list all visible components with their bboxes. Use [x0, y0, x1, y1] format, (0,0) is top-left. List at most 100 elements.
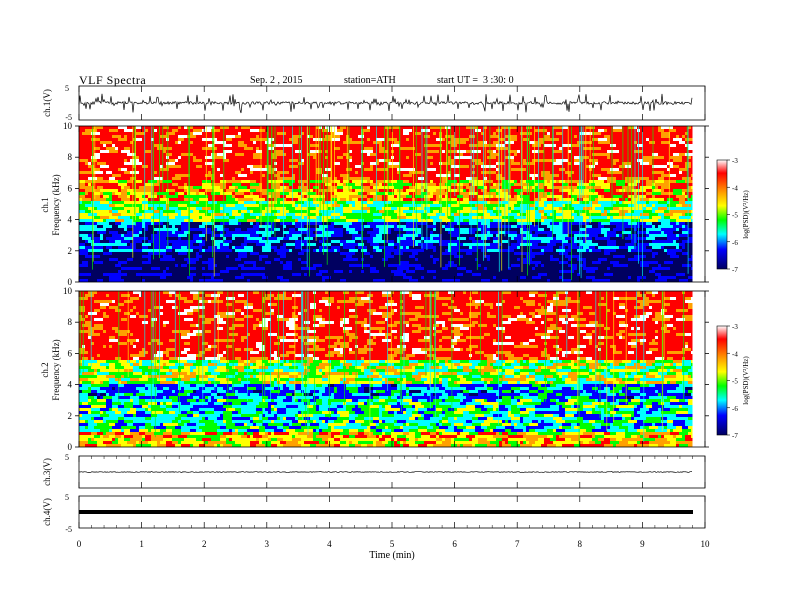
spec-cell — [574, 252, 583, 255]
spec-cell — [466, 150, 472, 153]
spec-cell — [250, 138, 259, 141]
spec-cell — [292, 195, 301, 198]
spec-cell — [466, 141, 472, 144]
spec-cell — [214, 243, 220, 246]
spec-cell — [541, 264, 544, 267]
spec-cell — [286, 186, 289, 189]
spec-cell — [337, 156, 343, 159]
spec-cell — [220, 171, 226, 174]
spec-cell — [454, 231, 460, 234]
spec-cell — [577, 183, 580, 186]
spec-cell — [529, 225, 532, 228]
spec-cell — [235, 195, 244, 198]
spec-cell — [313, 222, 322, 225]
spec-cell — [442, 156, 448, 159]
spec-cell — [685, 150, 693, 153]
spec-cell — [193, 129, 202, 132]
spec-cell — [625, 135, 634, 138]
spec-cell — [535, 171, 541, 174]
spec-cell — [388, 174, 391, 177]
spec-cell — [205, 267, 208, 270]
spec-cell — [577, 165, 583, 168]
spec-cell — [202, 222, 208, 225]
spec-cell — [364, 135, 373, 138]
spec-cell — [499, 243, 502, 246]
spec-cell — [658, 261, 664, 264]
spec-cell — [358, 171, 364, 174]
spec-cell — [601, 237, 607, 240]
spec-cell — [100, 201, 109, 204]
spec-cell — [289, 138, 292, 141]
spec-cell — [304, 132, 307, 135]
spec-cell — [499, 228, 502, 231]
spec-cell — [259, 201, 268, 204]
spec-cell — [97, 159, 103, 162]
spec-cell — [574, 180, 583, 183]
spec-cell — [115, 264, 121, 267]
spec-cell — [217, 186, 220, 189]
spec-cell — [418, 159, 421, 162]
spec-cell — [553, 204, 562, 207]
spec-cell — [454, 162, 463, 165]
spec-cell — [301, 207, 307, 210]
spec-cell — [679, 153, 685, 156]
spec-cell — [601, 186, 604, 189]
spec-cell — [691, 207, 693, 210]
spec-cell — [430, 204, 433, 207]
spec-cell — [304, 195, 307, 198]
spec-cell — [532, 126, 535, 129]
spec-cell — [196, 267, 199, 270]
spec-cell — [412, 255, 415, 258]
spec-cell — [688, 258, 693, 261]
spec-cell — [259, 138, 268, 141]
spec-cell — [556, 159, 565, 162]
spec-cell — [103, 153, 106, 156]
spec-cell — [400, 240, 409, 243]
spec-cell — [442, 204, 448, 207]
spec-cell — [685, 246, 693, 249]
spec-cell — [571, 129, 574, 132]
spec-cell — [331, 159, 340, 162]
spec-cell — [574, 234, 583, 237]
spec-cell — [334, 207, 343, 210]
spec-cell — [244, 195, 250, 198]
spec-cell — [499, 234, 508, 237]
spec-cell — [286, 258, 295, 261]
spec-cell — [385, 204, 394, 207]
spec-cell — [601, 141, 610, 144]
spec-cell — [313, 237, 322, 240]
spec-cell — [283, 198, 286, 201]
spec-cell — [373, 141, 382, 144]
spec-cell — [658, 189, 661, 192]
spec-cell — [193, 141, 202, 144]
spec-cell — [301, 243, 304, 246]
spec-cell — [208, 141, 214, 144]
spec-cell — [262, 213, 265, 216]
spec-cell — [79, 153, 85, 156]
spec-cell — [670, 138, 673, 141]
spec-cell — [589, 249, 592, 252]
spec-cell — [226, 138, 232, 141]
spec-cell — [649, 132, 655, 135]
spec-cell — [451, 156, 454, 159]
spec-cell — [190, 186, 193, 189]
spec-cell — [496, 162, 499, 165]
spec-cell — [460, 246, 469, 249]
spec-cell — [601, 261, 607, 264]
spec-cell — [553, 219, 562, 222]
spec-cell — [562, 186, 571, 189]
spec-cell — [211, 171, 220, 174]
spec-cell — [115, 162, 124, 165]
spec-cell — [115, 153, 121, 156]
spec-cell — [553, 162, 562, 165]
spec-cell — [163, 222, 169, 225]
spec-cell — [127, 249, 130, 252]
spec-cell — [433, 177, 442, 180]
spec-cell — [355, 180, 361, 183]
spec-cell — [301, 261, 307, 264]
spec-cell — [682, 249, 685, 252]
spec-cell — [664, 249, 667, 252]
spec-cell — [172, 141, 175, 144]
spec-cell — [148, 204, 151, 207]
